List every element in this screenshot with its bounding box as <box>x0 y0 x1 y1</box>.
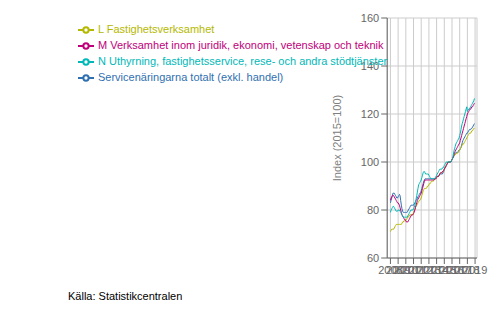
svg-text:Index (2015=100): Index (2015=100) <box>331 95 343 182</box>
svg-text:60: 60 <box>367 252 379 264</box>
svg-text:140: 140 <box>361 60 379 72</box>
svg-text:160: 160 <box>361 12 379 24</box>
svg-text:80: 80 <box>367 204 379 216</box>
svg-text:120: 120 <box>361 108 379 120</box>
svg-text:2019: 2019 <box>463 264 487 276</box>
svg-text:100: 100 <box>361 156 379 168</box>
